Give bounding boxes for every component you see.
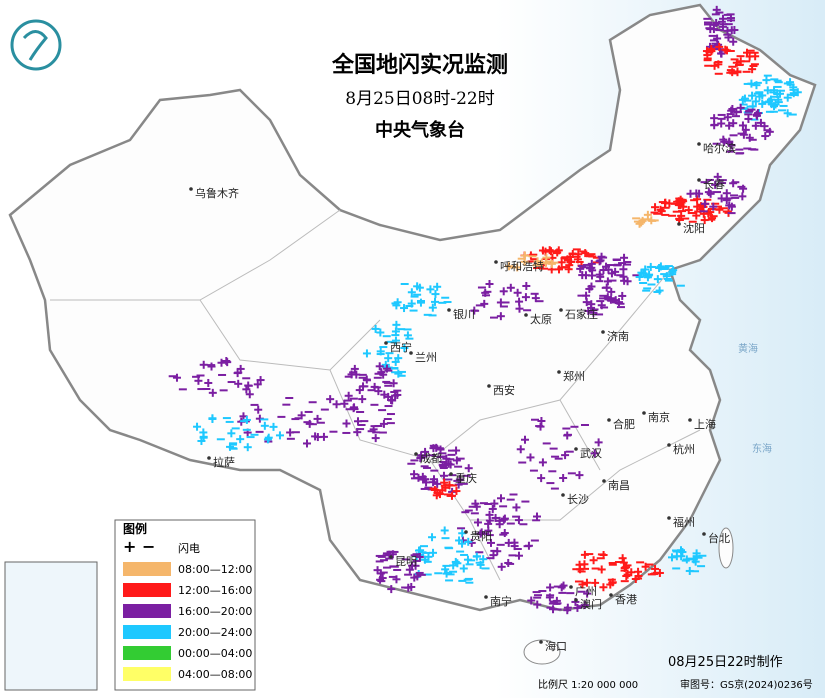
city-label: 福州	[673, 515, 695, 529]
legend-label: 00:00—04:00	[178, 647, 252, 660]
inset-map	[4, 561, 98, 691]
island	[718, 527, 734, 569]
title: 全国地闪实况监测	[331, 52, 508, 78]
city-dot	[561, 493, 565, 497]
city-dot	[414, 452, 418, 456]
city-dot	[574, 598, 578, 602]
city-label: 拉萨	[213, 455, 235, 469]
legend-label: 20:00—24:00	[178, 626, 252, 639]
city-dot	[484, 595, 488, 599]
city-label: 呼和浩特	[500, 259, 544, 273]
city-dot	[487, 384, 491, 388]
city-label: 太原	[530, 313, 552, 326]
city-label: 昆明	[395, 555, 417, 568]
legend-title: 图例	[123, 521, 147, 536]
city-label: 澳门	[580, 597, 602, 611]
sea-label: 黄海	[738, 342, 758, 355]
city-label: 郑州	[563, 369, 585, 383]
scale: 比例尺 1:20 000 000	[538, 678, 638, 691]
city-label: 杭州	[673, 442, 695, 456]
island	[523, 639, 561, 665]
city-label: 重庆	[455, 471, 477, 485]
emblem	[22, 30, 48, 61]
city-label: 上海	[694, 417, 716, 431]
city-dot	[697, 178, 701, 182]
city-dot	[667, 516, 671, 520]
subtitle: 8月25日08时-22时	[345, 89, 494, 109]
approval: 审图号：GS京(2024)0236号	[680, 678, 813, 691]
city-label: 沈阳	[683, 221, 705, 235]
city-dot	[207, 456, 211, 460]
city-dot	[688, 418, 692, 422]
legend-label: 12:00—16:00	[178, 584, 252, 597]
legend-symbol-label: 闪电	[178, 541, 200, 555]
city-label: 南昌	[608, 479, 630, 492]
province-borders	[50, 209, 701, 581]
city-label: 广州	[575, 585, 597, 598]
city-label: 武汉	[580, 447, 602, 460]
legend-swatch	[123, 646, 171, 660]
legend-swatch	[123, 583, 171, 597]
city-label: 长沙	[567, 493, 589, 506]
lightning-layer	[9, 5, 802, 615]
city-dot	[447, 308, 451, 312]
city-label: 济南	[607, 329, 629, 343]
city-dot	[524, 313, 528, 317]
city-dot	[464, 530, 468, 534]
city-dot	[602, 479, 606, 483]
legend-label: 16:00—20:00	[178, 605, 252, 618]
city-label: 台北	[708, 531, 730, 545]
legend-label: 04:00—08:00	[178, 668, 252, 681]
made-time: 08月25日22时制作	[668, 655, 783, 670]
legend-swatch	[123, 562, 171, 576]
city-dot	[677, 222, 681, 226]
city-label: 西宁	[390, 340, 412, 354]
city-dot	[569, 585, 573, 589]
legend-swatch	[123, 625, 171, 639]
city-dot	[607, 418, 611, 422]
city-label: 石家庄	[565, 307, 598, 321]
city-label: 乌鲁木齐	[195, 186, 239, 200]
sea-label: 东海	[752, 442, 772, 455]
city-label: 银川	[453, 307, 475, 321]
city-dot	[667, 443, 671, 447]
city-label: 成都	[420, 452, 442, 465]
city-dot	[642, 411, 646, 415]
city-label: 海口	[545, 639, 567, 653]
legend-label: 08:00—12:00	[178, 563, 252, 576]
city-dot	[494, 260, 498, 264]
city-label: 哈尔滨	[703, 141, 736, 155]
city-label: 合肥	[613, 417, 635, 431]
city-dot	[409, 351, 413, 355]
city-label: 香港	[615, 593, 637, 606]
city-dot	[449, 472, 453, 476]
legend-swatch	[123, 667, 171, 681]
city-label: 西安	[493, 383, 515, 397]
city-dot	[574, 447, 578, 451]
city-dot	[609, 593, 613, 597]
city-label: 南宁	[490, 594, 512, 608]
city-dot	[384, 341, 388, 345]
city-dot	[557, 370, 561, 374]
city-dot	[702, 532, 706, 536]
city-label: 南京	[648, 410, 670, 424]
city-dot	[559, 308, 563, 312]
emblem	[10, 19, 62, 71]
city-dot	[601, 330, 605, 334]
city-label: 兰州	[415, 351, 437, 364]
legend-swatch	[123, 604, 171, 618]
city-dot	[539, 640, 543, 644]
legend-symbol: + −	[123, 537, 155, 556]
city-dot	[189, 187, 193, 191]
legend-items: 08:00—12:00 12:00—16:00 16:00—20:00 20:00—2…	[123, 562, 252, 681]
agency: 中央气象台	[375, 119, 465, 141]
city-label: 长春	[703, 178, 725, 191]
city-label: 贵阳	[470, 530, 492, 543]
city-dot	[697, 142, 701, 146]
city-dot	[389, 555, 393, 559]
